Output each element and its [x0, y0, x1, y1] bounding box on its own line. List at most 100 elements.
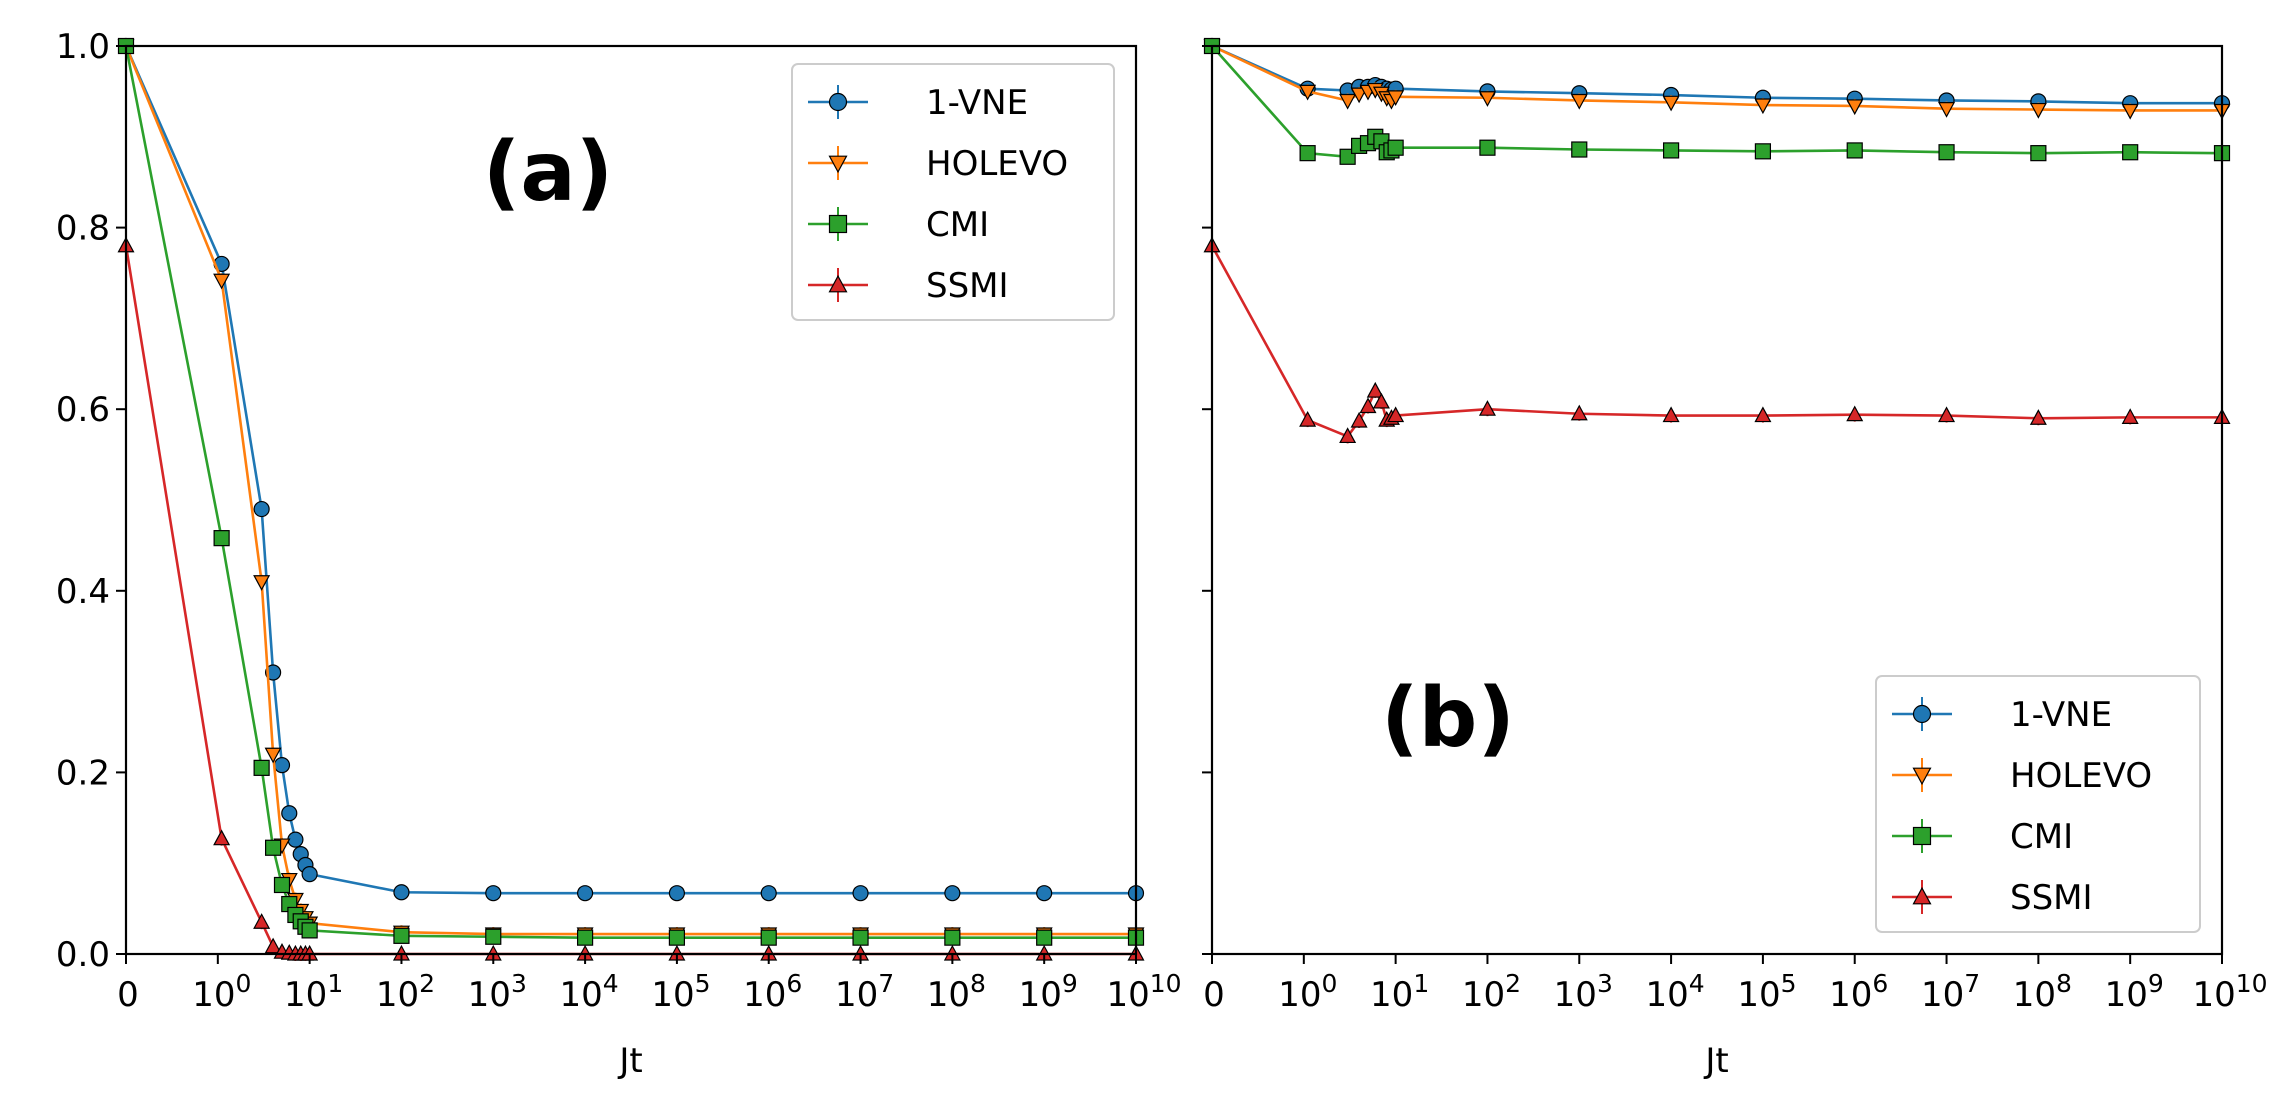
legend-label: HOLEVO	[2010, 756, 2152, 796]
data-point	[301, 922, 318, 939]
data-point	[2122, 144, 2139, 161]
series-holevo	[1203, 39, 2231, 120]
x-axis-label: Jt	[1703, 1041, 1728, 1081]
data-point	[264, 839, 282, 856]
legend: 1-VNE HOLEVO CMI SSMI	[791, 63, 1115, 321]
legend-label: HOLEVO	[926, 144, 1068, 184]
data-point	[2029, 102, 2047, 119]
data-point	[213, 829, 231, 846]
y-tick-label: 0.4	[56, 572, 110, 612]
data-point	[1938, 144, 1955, 161]
data-point	[287, 831, 304, 848]
data-point	[213, 273, 231, 290]
data-point	[760, 929, 777, 946]
data-point	[1570, 404, 1588, 421]
legend-marker	[1912, 826, 1932, 846]
y-tick-label: 0.2	[56, 753, 110, 793]
x-tick-label: 105	[651, 969, 710, 1015]
legend-label: CMI	[926, 205, 989, 245]
data-point	[281, 805, 298, 822]
x-tick-label: 107	[1921, 969, 1980, 1015]
data-point	[1036, 885, 1053, 902]
data-point	[485, 928, 502, 945]
panel-label: (a)	[483, 125, 613, 220]
legend-marker	[828, 214, 848, 234]
panel-label: (b)	[1381, 671, 1515, 766]
x-tick-label: 103	[1554, 969, 1613, 1015]
x-tick-label: 109	[1019, 969, 1078, 1015]
data-point	[1372, 392, 1390, 409]
data-point	[1036, 929, 1053, 946]
data-point	[253, 913, 271, 929]
legend-marker	[1912, 767, 1932, 786]
series-cmi	[1203, 37, 2231, 165]
x-tick-label: 108	[927, 969, 986, 1015]
data-point	[1754, 143, 1772, 160]
x-tick-label: 109	[2105, 969, 2164, 1015]
data-point	[1754, 98, 1772, 115]
data-point	[2030, 145, 2047, 162]
data-point	[1339, 93, 1357, 110]
data-point	[852, 929, 869, 946]
data-point	[668, 885, 686, 902]
x-tick-label: 108	[2013, 969, 2072, 1015]
data-point	[1662, 95, 1680, 112]
data-point	[1662, 142, 1680, 159]
legend-label: 1-VNE	[2010, 695, 2112, 735]
data-point	[2121, 408, 2139, 424]
x-tick-label: 107	[835, 969, 894, 1015]
legend: 1-VNE HOLEVO CMI SSMI	[1875, 675, 2201, 933]
x-tick-label: 1010	[1106, 969, 1181, 1015]
legend-marker	[828, 274, 848, 293]
data-point	[213, 530, 230, 547]
x-tick-label: 1010	[2192, 969, 2267, 1015]
legend-box	[791, 63, 1115, 321]
y-tick-label: 0.8	[56, 209, 110, 249]
data-point	[1299, 145, 1316, 162]
data-point	[760, 885, 777, 902]
axes-frame	[1210, 44, 2224, 956]
data-point	[1339, 427, 1357, 444]
x-tick-label: 101	[1370, 969, 1429, 1015]
legend-marker	[828, 155, 848, 174]
series-1-vne	[117, 37, 1145, 902]
y-tick-label: 0.0	[56, 935, 110, 975]
data-point	[2121, 103, 2139, 120]
x-tick-label: 106	[1829, 969, 1888, 1015]
data-point	[1387, 90, 1405, 106]
data-point	[1299, 84, 1317, 101]
axes-frame	[124, 44, 1138, 956]
data-point	[253, 575, 271, 591]
data-point	[668, 929, 686, 946]
y-tick-label: 1.0	[56, 27, 110, 67]
data-point	[1350, 87, 1368, 104]
panel-a: 0.0 0.2 0.4 0.6 0.8 1.0 0 100 101 102 103 104 105 106…	[56, 27, 1182, 1081]
x-tick-label: 0	[117, 975, 139, 1015]
data-point	[1846, 405, 1864, 422]
data-point	[485, 885, 502, 902]
data-point	[576, 885, 594, 902]
data-point	[393, 884, 410, 901]
data-point	[1299, 410, 1317, 427]
data-point	[301, 865, 318, 883]
legend-label: SSMI	[2010, 878, 2093, 918]
x-tick-label: 102	[376, 969, 435, 1015]
data-point	[273, 876, 291, 894]
data-point	[1479, 139, 1496, 156]
data-point	[264, 664, 282, 681]
legend-marker	[1912, 886, 1932, 905]
data-point	[1938, 102, 1956, 118]
data-point	[1662, 406, 1680, 423]
data-point	[1571, 141, 1588, 158]
data-point	[393, 927, 410, 944]
series-cmi	[117, 37, 1145, 946]
data-point	[944, 929, 961, 946]
x-tick-label: 100	[1278, 969, 1337, 1015]
data-point	[1846, 142, 1863, 159]
legend-box	[1875, 675, 2201, 933]
data-point	[2029, 409, 2047, 425]
data-point	[1570, 93, 1588, 110]
x-tick-label: 104	[560, 969, 619, 1015]
